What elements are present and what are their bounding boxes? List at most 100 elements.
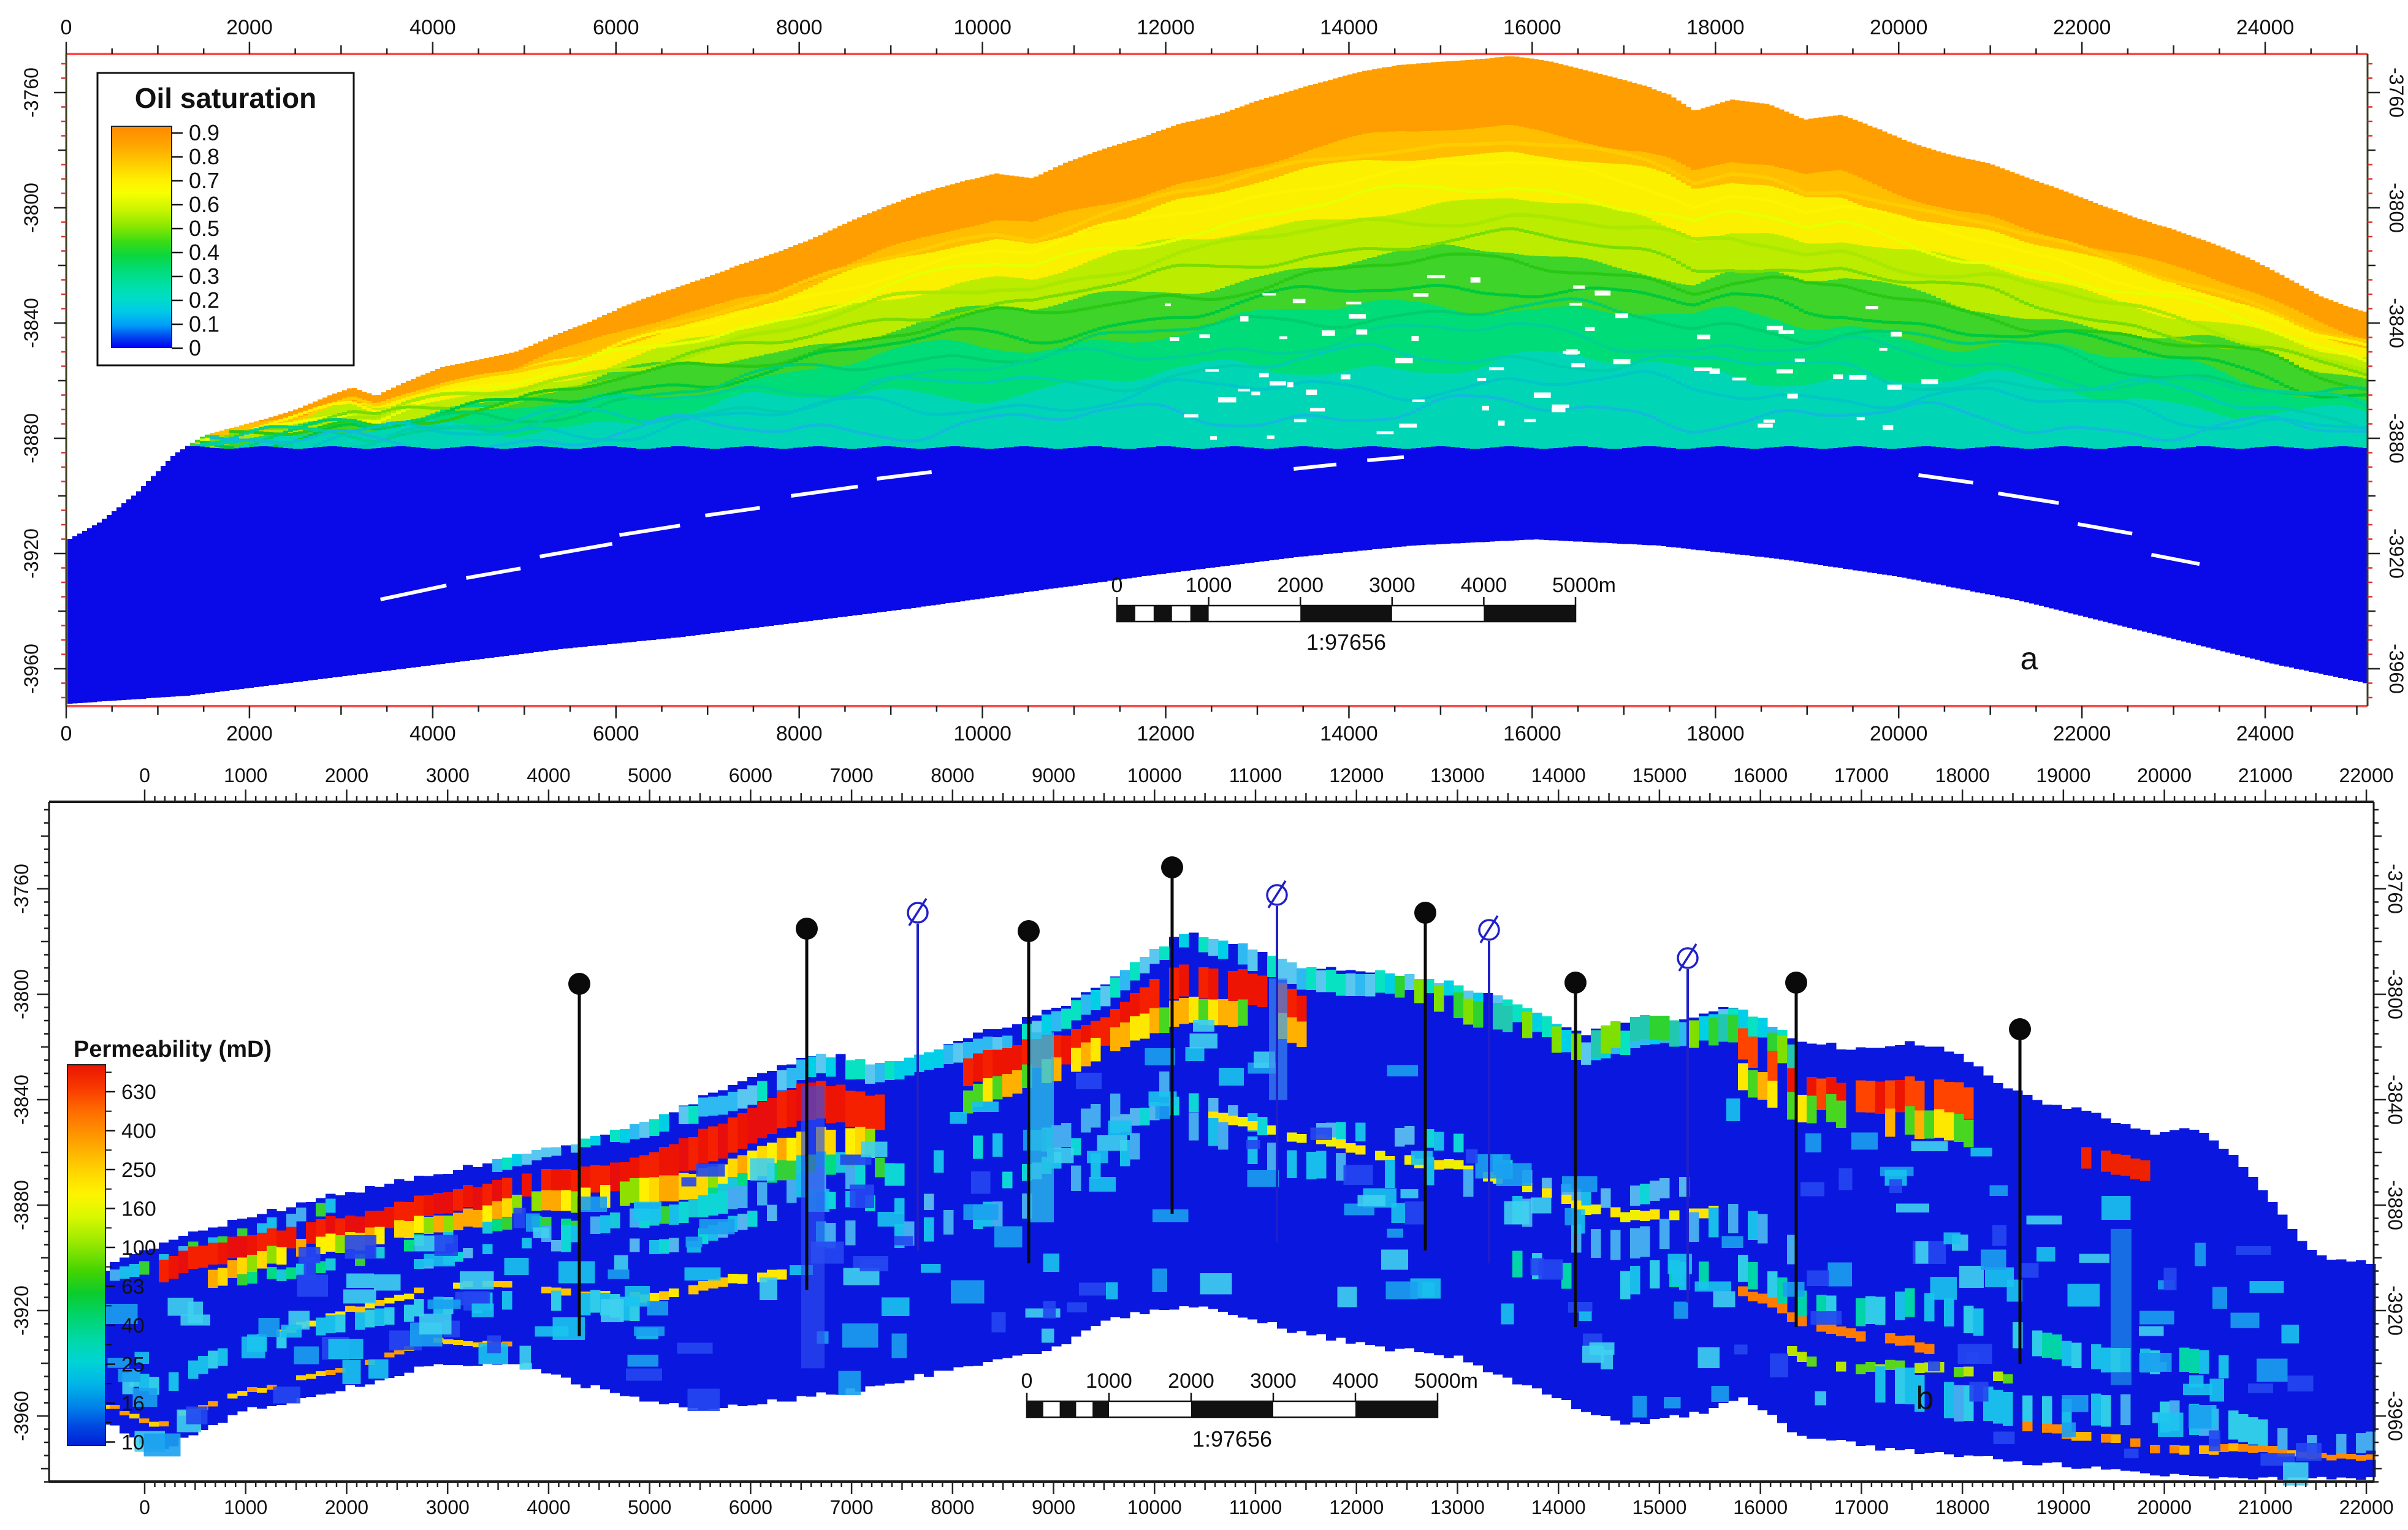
y-tick-label: -3800 [10, 969, 32, 1019]
x-tick-label: 20000 [1870, 722, 1928, 745]
y-tick-label: -3960 [2384, 1391, 2406, 1441]
x-tick-label: 20000 [1870, 16, 1928, 39]
legend-tick-label: 40 [121, 1314, 145, 1338]
x-tick-label: 22000 [2339, 1496, 2394, 1518]
producer-well-marker [1018, 920, 1040, 1263]
legend-tick-label: 0.4 [189, 240, 219, 265]
scalebar-label: 3000 [1250, 1369, 1297, 1393]
scale-bar: 0 1000 2000 3000 4000 5000m 1:97656 [1021, 1369, 1478, 1452]
well-dot-icon [796, 918, 818, 940]
x-tick-label: 16000 [1503, 16, 1561, 39]
x-tick-label: 4000 [527, 764, 570, 786]
slashed-circle-icon [907, 902, 929, 924]
x-tick-label: 1000 [224, 764, 267, 786]
x-tick-label: 18000 [1935, 764, 1990, 786]
scalebar-label: 3000 [1369, 574, 1415, 597]
vertical-disturbances [801, 978, 2132, 1385]
x-tick-label: 22000 [2053, 722, 2111, 745]
x-tick-label: 0 [61, 16, 72, 39]
y-tick-label: -3920 [2384, 1285, 2406, 1336]
y-tick-label: -3760 [10, 864, 32, 914]
scalebar-label: 0 [1021, 1369, 1033, 1393]
legend-tick-label: 0.3 [189, 264, 219, 289]
y-tick-label: -3880 [2385, 413, 2407, 463]
legend-permeability: Permeability (mD) 630 400 250 160 100 63 40 25 16… [67, 1037, 272, 1455]
injector-well-marker [1478, 915, 1500, 1263]
x-tick-label: 19000 [2036, 764, 2090, 786]
panel-a-oil-saturation: 0020002000400040006000600080008000100001… [20, 16, 2407, 745]
legend-colorbar [111, 126, 172, 348]
x-tick-label: 10000 [953, 722, 1012, 745]
x-tick-label: 16000 [1733, 764, 1788, 786]
x-tick-label: 9000 [1032, 1496, 1075, 1518]
legend-tick-label: 16 [121, 1392, 145, 1415]
legend-tick-label: 0.7 [189, 168, 219, 193]
producer-well-marker [1414, 902, 1436, 1250]
x-tick-label: 24000 [2236, 16, 2295, 39]
scale-bar: 0 1000 2000 3000 4000 5000m 1:97656 [1111, 574, 1616, 655]
well-dot-icon [568, 973, 590, 995]
y-axis: -3760 -3760 -3800 -3800 -3840 -3840 -3880 -3880… [10, 809, 2406, 1483]
y-axis: -3760 -3760 -3800 -3800 -3840 -3840 -3880 -3880… [20, 63, 2407, 699]
x-axis: 0 0 1000 1000 2000 2000 3000 3000 4000 4000 5000 50… [139, 764, 2393, 1518]
producer-well-marker [796, 918, 818, 1290]
permeability-speckle [70, 1019, 2322, 1486]
x-tick-label: 14000 [1531, 764, 1586, 786]
x-tick-label: 17000 [1834, 764, 1889, 786]
scalebar-label: 4000 [1461, 574, 1507, 597]
y-tick-label: -3760 [2385, 67, 2407, 118]
x-tick-label: 22000 [2053, 16, 2111, 39]
x-tick-label: 8000 [776, 16, 823, 39]
y-tick-label: -3880 [20, 413, 42, 463]
scalebar-label: 5000m [1552, 574, 1616, 597]
well-dot-icon [1564, 972, 1587, 994]
x-tick-label: 21000 [2238, 1496, 2293, 1518]
y-tick-label: -3800 [2384, 969, 2406, 1019]
x-tick-label: 14000 [1320, 16, 1378, 39]
legend-oil-saturation: Oil saturation 0.90.80.70.60.50.40.30.20.… [96, 72, 355, 367]
x-tick-label: 4000 [410, 722, 456, 745]
producer-well-marker [1161, 856, 1183, 1214]
x-tick-label: 8000 [931, 764, 974, 786]
x-tick-label: 6000 [729, 1496, 772, 1518]
well-dot-icon [2009, 1018, 2031, 1040]
x-tick-label: 2000 [226, 16, 273, 39]
scalebar-label: 1000 [1186, 574, 1232, 597]
panel-label-b: b [1916, 1380, 1934, 1416]
panel-label-a: a [2021, 641, 2038, 677]
x-tick-label: 16000 [1503, 722, 1561, 745]
slashed-circle-icon [1478, 919, 1500, 941]
legend-tick-label: 400 [121, 1120, 156, 1143]
scalebar-label: 2000 [1277, 574, 1324, 597]
y-tick-label: -3760 [20, 67, 42, 118]
scale-ratio-label: 1:97656 [1306, 630, 1386, 655]
x-tick-label: 2000 [325, 764, 368, 786]
well-dot-icon [1018, 920, 1040, 942]
x-tick-label: 14000 [1320, 722, 1378, 745]
x-tick-label: 18000 [1935, 1496, 1990, 1518]
x-tick-label: 12000 [1329, 1496, 1384, 1518]
slashed-circle-icon [1677, 947, 1699, 969]
injector-well-marker [1677, 943, 1699, 1303]
scalebar-label: 1000 [1086, 1369, 1132, 1393]
legend-tick-label: 0.2 [189, 287, 219, 313]
producer-well-marker [1564, 972, 1587, 1327]
x-tick-label: 10000 [1127, 764, 1182, 786]
x-tick-label: 3000 [426, 764, 470, 786]
x-tick-label: 6000 [593, 722, 639, 745]
producer-well-marker [2009, 1018, 2031, 1364]
scalebar-label: 2000 [1168, 1369, 1214, 1393]
x-tick-label: 12000 [1137, 16, 1195, 39]
x-tick-label: 21000 [2238, 764, 2293, 786]
x-tick-label: 22000 [2339, 764, 2394, 786]
legend-tick-label: 100 [121, 1236, 156, 1260]
legend-tick-label: 0 [189, 335, 201, 360]
x-tick-label: 5000 [628, 1496, 671, 1518]
x-tick-label: 7000 [830, 764, 874, 786]
y-tick-label: -3960 [2385, 644, 2407, 694]
scalebar-label: 4000 [1332, 1369, 1379, 1393]
x-tick-label: 8000 [931, 1496, 974, 1518]
x-tick-label: 17000 [1834, 1496, 1889, 1518]
well-dot-icon [1161, 856, 1183, 878]
